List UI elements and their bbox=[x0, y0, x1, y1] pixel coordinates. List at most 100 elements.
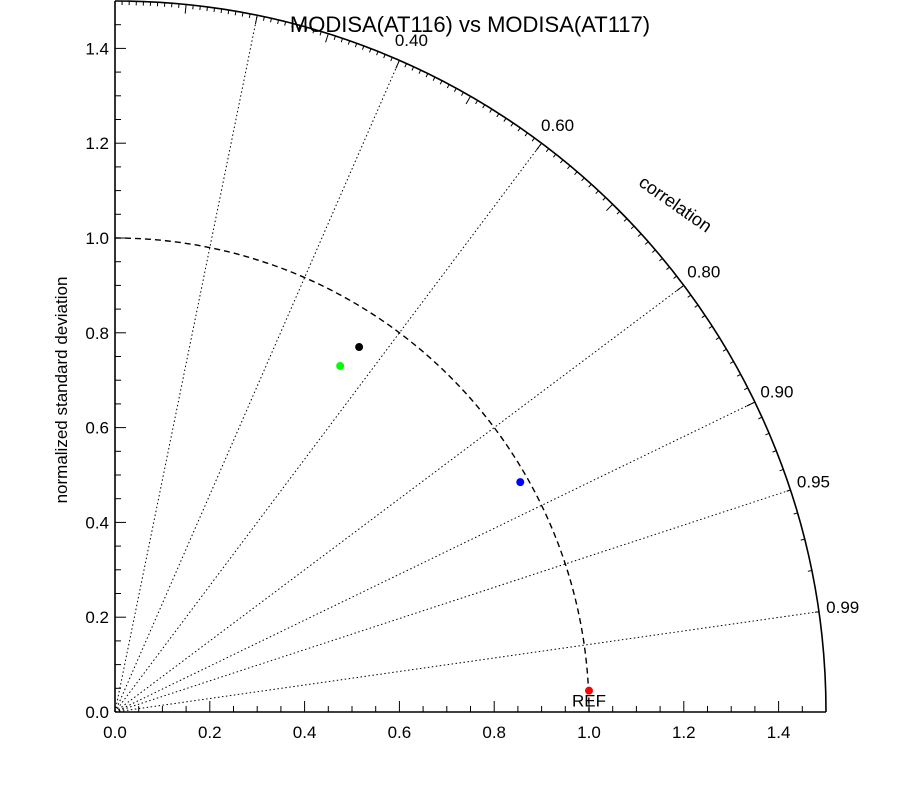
arc-tick bbox=[395, 60, 400, 69]
arc-tick bbox=[659, 257, 663, 262]
reference-std-arc bbox=[114, 237, 590, 713]
arc-tick bbox=[772, 450, 777, 453]
arc-tick bbox=[291, 23, 294, 28]
arc-tick bbox=[383, 54, 386, 59]
correlation-ray-0 bbox=[114, 15, 258, 713]
correlation-tick-label: 0.90 bbox=[760, 382, 793, 401]
correlation-tick-label: 0.99 bbox=[826, 598, 859, 617]
arc-tick bbox=[460, 91, 464, 96]
arc-tick bbox=[411, 66, 415, 71]
x-tick-label: 0.2 bbox=[198, 723, 222, 742]
y-tick-label: 0.0 bbox=[85, 703, 109, 722]
arc-tick bbox=[765, 432, 770, 436]
arc-tick bbox=[746, 401, 756, 407]
correlation-tick-label: 0.40 bbox=[395, 31, 428, 50]
chart-title: MODISA(AT116) vs MODISA(AT117) bbox=[290, 12, 650, 37]
arc-tick bbox=[369, 48, 372, 53]
correlation-ray-5 bbox=[114, 489, 791, 713]
data-point-1 bbox=[336, 361, 345, 370]
arc-tick bbox=[694, 304, 699, 308]
arc-tick bbox=[227, 10, 230, 15]
axes: 0.0 0.2 0.4 0.6 0.8 1.0 1.2 1.4 0.0 0.2 0.4 0.6 0.8 1… bbox=[85, 0, 827, 742]
arc-tick bbox=[595, 190, 599, 194]
y-tick-label: 0.6 bbox=[85, 419, 109, 438]
arc-tick bbox=[453, 88, 457, 93]
arc-tick bbox=[425, 73, 429, 78]
y-tick-label: 0.2 bbox=[85, 608, 109, 627]
arc-tick bbox=[262, 16, 265, 21]
arc-tick bbox=[814, 611, 819, 613]
arc-tick bbox=[503, 117, 507, 122]
arc-tick bbox=[277, 19, 280, 25]
correlation-ray-4 bbox=[114, 401, 756, 713]
arc-tick bbox=[354, 43, 358, 48]
arc-tick bbox=[567, 165, 571, 170]
arc-tick bbox=[651, 249, 656, 253]
arc-tick bbox=[432, 76, 436, 81]
correlation-tick-label: 0.80 bbox=[687, 262, 720, 281]
data-points: REF bbox=[336, 343, 606, 711]
arc-tick bbox=[616, 210, 621, 215]
arc-tick bbox=[482, 104, 486, 109]
arc-tick bbox=[606, 203, 614, 212]
arc-tick bbox=[623, 218, 628, 222]
arc-tick bbox=[807, 570, 812, 572]
arc-tick bbox=[602, 197, 606, 201]
arc-tick bbox=[574, 171, 578, 176]
correlation-ray-3 bbox=[114, 284, 685, 713]
y-tick-label: 1.2 bbox=[85, 134, 109, 153]
correlation-ray-6 bbox=[114, 611, 819, 713]
arc-tick bbox=[312, 29, 315, 34]
arc-tick bbox=[531, 137, 535, 142]
arc-tick bbox=[676, 284, 685, 292]
arc-tick bbox=[779, 468, 784, 472]
arc-tick bbox=[560, 159, 564, 164]
correlation-label: correlation bbox=[635, 172, 715, 237]
arc-tick bbox=[637, 233, 642, 237]
arc-tick bbox=[390, 57, 393, 62]
y-axis-label: normalized standard deviation bbox=[52, 277, 71, 504]
arc-tick bbox=[517, 127, 521, 132]
arc-tick bbox=[758, 416, 763, 420]
arc-tick bbox=[333, 35, 336, 40]
x-tick-label: 1.0 bbox=[577, 723, 601, 742]
x-tick-label: 1.4 bbox=[767, 723, 791, 742]
arc-tick bbox=[284, 21, 287, 26]
arc-tick bbox=[305, 27, 308, 32]
arc-tick bbox=[319, 31, 322, 36]
arc-tick bbox=[708, 325, 713, 329]
arc-tick bbox=[736, 373, 741, 377]
arc-tick bbox=[446, 84, 450, 89]
arc-tick bbox=[630, 225, 635, 230]
arc-tick bbox=[687, 294, 692, 298]
arc-tick bbox=[184, 4, 187, 14]
arc-tick bbox=[524, 132, 528, 137]
arc-tick bbox=[786, 489, 791, 492]
arc-tick bbox=[404, 63, 407, 68]
y-tick-label: 0.4 bbox=[85, 513, 109, 532]
arc-tick bbox=[588, 183, 592, 188]
arc-tick bbox=[213, 7, 216, 13]
arc-tick bbox=[581, 177, 585, 182]
y-tick-label: 1.0 bbox=[85, 229, 109, 248]
arc-tick bbox=[800, 538, 805, 541]
arc-tick bbox=[234, 11, 237, 16]
arc-tick bbox=[535, 142, 542, 151]
arc-tick bbox=[475, 100, 479, 105]
reference-point bbox=[585, 686, 593, 695]
x-tick-label: 0.8 bbox=[482, 723, 506, 742]
arc-tick bbox=[340, 38, 343, 43]
arc-tick bbox=[793, 512, 798, 515]
arc-tick bbox=[298, 25, 301, 30]
arc-tick bbox=[206, 6, 208, 12]
arc-tick bbox=[376, 51, 379, 56]
correlation-tick-label: 0.60 bbox=[541, 116, 574, 135]
correlation-tick-label: 0.20 bbox=[249, 0, 282, 4]
data-point-2 bbox=[516, 478, 525, 487]
arc-tick bbox=[254, 15, 258, 25]
arc-tick bbox=[270, 18, 272, 23]
data-point-0 bbox=[355, 343, 364, 352]
outer-arc bbox=[114, 0, 827, 713]
y-tick-label: 0.8 bbox=[85, 324, 109, 343]
